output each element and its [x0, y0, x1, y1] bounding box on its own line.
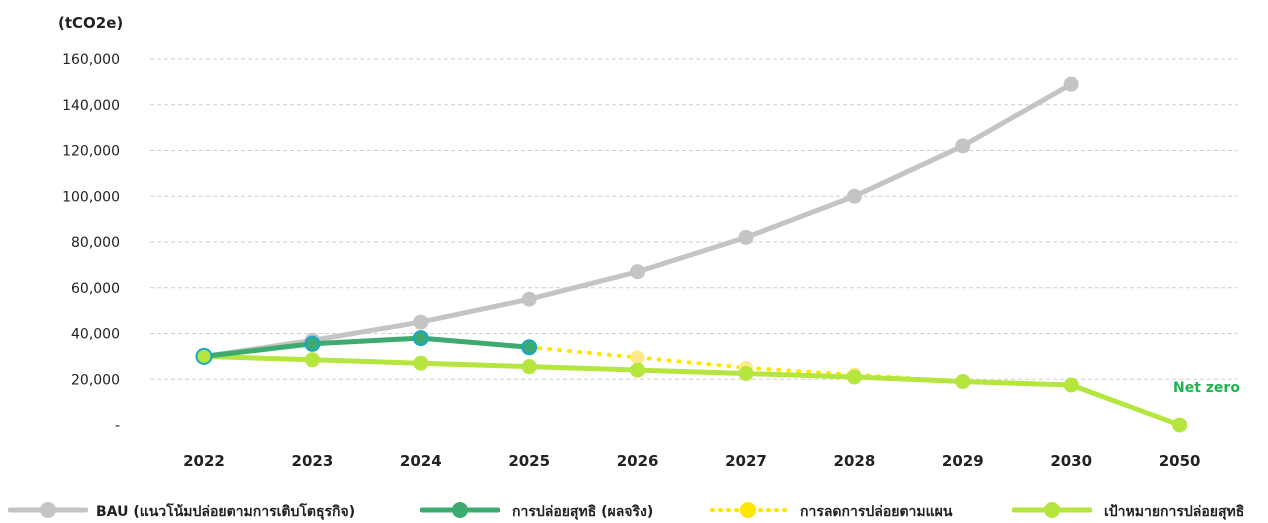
actual-point	[412, 330, 429, 347]
x-tick-label: 2023	[292, 452, 334, 470]
legend-label-target: เป้าหมายการปล่อยสุทธิ	[1104, 504, 1245, 520]
bau-point	[630, 264, 646, 280]
x-tick-label: 2026	[617, 452, 659, 470]
chart-legend: BAU (แนวโน้มปล่อยตามการเติบโตธุรกิจ) การ…	[0, 497, 1268, 523]
legend-swatch-actual	[420, 502, 500, 518]
grid-lines	[150, 58, 1238, 380]
y-tick-label: 120,000	[62, 144, 120, 160]
bau-point	[846, 188, 862, 204]
net-zero-annotation: Net zero	[1173, 380, 1240, 396]
bau-point	[1063, 76, 1079, 92]
legend-swatch-target	[1012, 502, 1092, 518]
y-tick-label: 140,000	[62, 98, 120, 114]
y-tick-label: -	[115, 418, 120, 434]
start-point	[195, 347, 213, 365]
y-tick-label: 20,000	[71, 372, 120, 388]
x-axis-ticks: 2022 2023 2024 2025 2026 2027 2028 2029 2030 2050	[183, 452, 1200, 470]
target-point	[738, 366, 754, 382]
y-tick-label: 80,000	[71, 235, 120, 251]
y-tick-label: 40,000	[71, 327, 120, 343]
actual-point	[521, 339, 538, 356]
x-tick-label: 2022	[183, 452, 225, 470]
x-tick-label: 2028	[834, 452, 876, 470]
target-point	[1063, 377, 1079, 393]
target-point	[521, 359, 537, 375]
bau-point	[521, 291, 537, 307]
bau-point	[413, 314, 429, 330]
x-tick-label: 2024	[400, 452, 442, 470]
series-lines	[195, 76, 1188, 433]
target-point	[1172, 417, 1188, 433]
x-tick-label: 2025	[508, 452, 550, 470]
bau-point	[738, 229, 754, 245]
legend-label-bau: BAU (แนวโน้มปล่อยตามการเติบโตธุรกิจ)	[96, 504, 356, 520]
x-tick-label: 2029	[942, 452, 984, 470]
target-point	[304, 352, 320, 368]
target-point	[630, 362, 646, 378]
y-axis-unit-label: (tCO2e)	[58, 14, 124, 32]
x-tick-label: 2030	[1050, 452, 1092, 470]
x-tick-label: 2050	[1159, 452, 1201, 470]
y-axis-ticks: - 20,000 40,000 60,000 80,000 100,000 120,000 1…	[62, 52, 120, 434]
legend-label-actual: การปล่อยสุทธิ (ผลจริง)	[512, 504, 654, 520]
y-tick-label: 100,000	[62, 189, 120, 205]
x-tick-label: 2027	[725, 452, 767, 470]
target-point	[955, 374, 971, 390]
actual-point	[304, 335, 321, 352]
actual-line	[201, 335, 532, 359]
y-tick-label: 60,000	[71, 281, 120, 297]
target-point	[846, 369, 862, 385]
line-chart: - 20,000 40,000 60,000 80,000 100,000 120,000 1…	[62, 52, 1238, 470]
bau-line	[201, 81, 1074, 359]
plan-point	[630, 350, 645, 365]
bau-point	[955, 138, 971, 154]
y-tick-label: 160,000	[62, 52, 120, 68]
target-point	[413, 355, 429, 371]
target-line	[201, 353, 1183, 428]
legend-label-plan: การลดการปล่อยตามแผน	[800, 504, 953, 520]
legend-swatch-plan	[710, 502, 788, 518]
legend-swatch-bau	[8, 502, 88, 518]
